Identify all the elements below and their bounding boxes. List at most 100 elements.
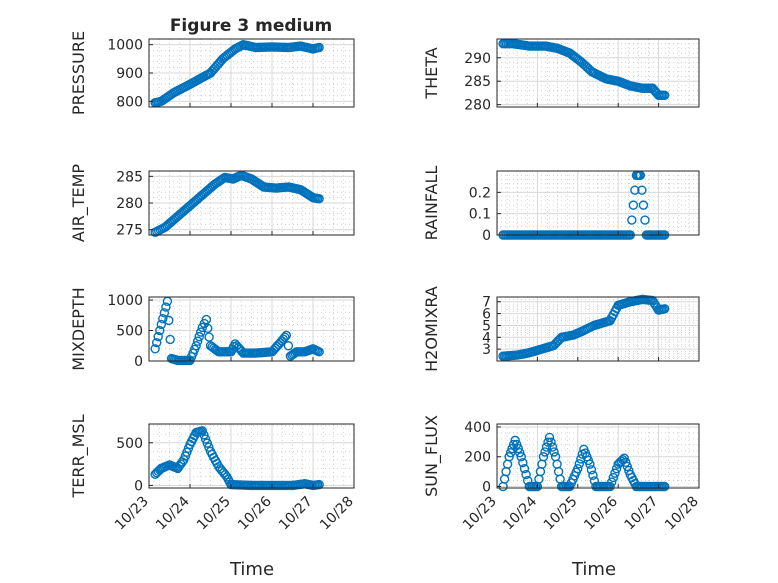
data-point: [314, 347, 324, 357]
y-axis-label: THETA: [422, 47, 441, 99]
y-tick-label: 0: [134, 478, 143, 494]
data-point: [194, 331, 204, 342]
data-point: [607, 477, 617, 487]
data-point: [515, 447, 525, 458]
data-point: [201, 314, 212, 325]
data-point: [521, 469, 531, 480]
x-tick-label: 10/26: [235, 493, 275, 533]
x-tick-label: 10/28: [662, 494, 702, 534]
data-point: [158, 313, 168, 324]
data-point: [516, 452, 526, 462]
data-point: [159, 308, 170, 318]
panel-rainfall: 0 0.1 0.2 RAINFALL: [422, 166, 700, 244]
data-point: [196, 327, 206, 337]
y-tick-label: 500: [116, 436, 143, 452]
data-point: [155, 325, 165, 336]
y-tick-label: 3: [482, 342, 491, 358]
data-point: [505, 447, 516, 458]
y-tick-label: 1000: [107, 293, 143, 309]
panel-terr-msl: 0 500 10/23 10/24 10/25 10/26 10/27 10/28 TERR_M…: [69, 414, 357, 533]
data-point: [619, 453, 629, 463]
data-point: [547, 442, 558, 452]
y-tick-label: 285: [116, 169, 143, 185]
y-tick-label: 275: [116, 223, 143, 239]
y-axis-label: MIXDEPTH: [69, 287, 88, 370]
x-tick-label: 10/27: [276, 494, 316, 534]
data-point: [573, 463, 583, 474]
x-tick-label: 10/24: [153, 493, 193, 533]
data-point: [659, 304, 670, 314]
data-point: [164, 315, 174, 326]
y-tick-label: 0.2: [469, 185, 491, 201]
y-tick-label: 0: [482, 228, 491, 244]
panel-air-temp: 275 280 285 AIR_TEMP: [69, 164, 355, 242]
x-tick-label: 10/27: [622, 494, 662, 534]
x-tick-label: 10/24: [500, 493, 540, 533]
y-tick-label: 1000: [107, 38, 143, 54]
data-point: [605, 481, 615, 492]
data-point: [627, 215, 637, 225]
y-axis-label: H2OMIXRA: [422, 286, 441, 372]
y-axis-label: SUN_FLUX: [422, 415, 442, 497]
y-tick-label: 0: [134, 354, 143, 370]
data-point: [202, 438, 212, 448]
data-point: [314, 479, 324, 490]
x-axis-label-left: Time: [229, 559, 274, 580]
figure-title: Figure 3 medium: [170, 16, 332, 36]
data-point: [574, 459, 585, 469]
data-point: [281, 330, 292, 341]
data-point: [588, 470, 598, 481]
y-axis-label: AIR_TEMP: [69, 164, 89, 242]
data-point: [621, 457, 631, 468]
x-tick-label: 10/23: [112, 494, 152, 534]
data-point: [191, 341, 201, 351]
data-point: [608, 472, 619, 483]
data-point: [585, 459, 595, 469]
data-point: [538, 452, 549, 462]
data-point: [640, 215, 650, 225]
y-tick-label: 4: [482, 330, 491, 346]
axes-box: [496, 38, 700, 108]
data-point: [659, 481, 670, 492]
data-point: [153, 331, 163, 342]
y-tick-label: 280: [464, 98, 491, 114]
data-point: [203, 323, 213, 333]
data-point: [659, 90, 670, 100]
x-tick-label: 10/23: [460, 494, 500, 534]
panel-mixdepth: 0 500 1000 MIXDEPTH: [69, 287, 355, 371]
data-point: [283, 341, 294, 351]
y-tick-label: 280: [116, 196, 143, 212]
axes-box: [496, 170, 700, 236]
y-tick-label: 0.1: [469, 207, 491, 223]
data-point: [518, 457, 528, 468]
axes-box: [496, 423, 700, 489]
data-point: [513, 443, 523, 454]
panel-theta: 280 285 290 THETA: [422, 38, 700, 114]
y-tick-label: 900: [116, 66, 143, 82]
y-tick-label: 800: [116, 94, 143, 110]
panel-sun-flux: 0 200 400 10/23 10/24 10/25 10/26 10/27 10/28 SUN…: [422, 415, 702, 533]
data-point: [280, 332, 290, 342]
x-axis-label-right: Time: [571, 559, 616, 580]
data-point: [628, 200, 639, 210]
data-point: [161, 302, 171, 312]
data-point: [544, 432, 555, 443]
data-point: [150, 344, 160, 354]
x-tick-label: 10/25: [541, 494, 581, 534]
data-point: [156, 319, 167, 330]
data-point: [630, 185, 640, 195]
x-tick-label: 10/25: [194, 494, 234, 534]
data-point: [220, 470, 230, 480]
data-point: [616, 456, 626, 466]
data-point: [519, 463, 530, 474]
data-point: [622, 461, 632, 472]
data-point: [314, 194, 324, 204]
data-point: [165, 334, 175, 345]
data-point: [197, 426, 208, 436]
data-point: [610, 468, 620, 478]
panel-pressure: 800 900 1000 PRESSURE: [69, 31, 355, 115]
y-tick-label: 200: [464, 450, 491, 466]
data-point: [586, 465, 597, 475]
y-axis-label: PRESSURE: [69, 31, 88, 115]
